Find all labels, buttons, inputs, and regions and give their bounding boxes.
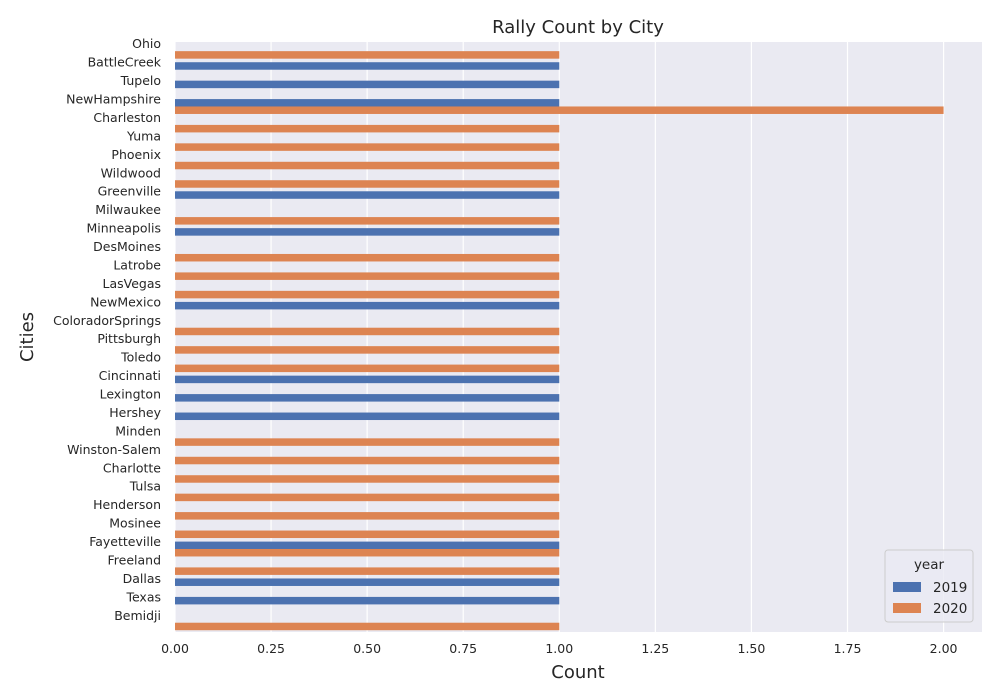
- y-tick-label: Pittsburgh: [97, 331, 161, 346]
- bar-2019: [175, 228, 560, 236]
- y-tick-label: Henderson: [93, 497, 161, 512]
- bar-2020: [175, 530, 560, 539]
- x-tick-label: 0.50: [353, 641, 381, 656]
- bar-2019: [175, 62, 560, 70]
- bar-2019: [175, 394, 560, 402]
- bar-2020: [175, 124, 560, 133]
- legend-title: year: [914, 557, 945, 573]
- bar-2019: [175, 596, 560, 605]
- y-tick-label: Minden: [115, 423, 161, 438]
- bar-2020: [175, 143, 560, 151]
- bar-2019: [175, 301, 560, 310]
- bar-2020: [175, 567, 560, 575]
- x-tick-label: 1.50: [738, 641, 766, 656]
- y-tick-label: Bemidji: [114, 608, 161, 623]
- bar-2019: [175, 412, 560, 421]
- y-tick-label: Tulsa: [129, 479, 161, 494]
- bar-2020: [175, 290, 560, 299]
- y-tick-label: Dallas: [123, 571, 161, 586]
- bar-2020: [175, 622, 560, 631]
- x-tick-label: 1.25: [641, 641, 669, 656]
- y-tick-label: ColoradorSprings: [53, 313, 161, 328]
- y-tick-label: NewHampshire: [66, 92, 161, 107]
- y-tick-label: Charleston: [93, 110, 161, 125]
- bar-2020: [175, 327, 560, 336]
- y-tick-label: Toledo: [120, 350, 161, 365]
- bar-2019: [175, 541, 560, 550]
- bar-2020: [175, 51, 560, 59]
- x-axis-title: Count: [551, 662, 604, 683]
- y-tick-label: Ohio: [132, 36, 161, 51]
- y-tick-label: Milwaukee: [95, 202, 161, 217]
- legend-label-2019: 2019: [933, 580, 967, 596]
- bar-2020: [175, 512, 560, 520]
- x-tick-label: 1.00: [545, 641, 573, 656]
- y-tick-label: Fayetteville: [89, 534, 161, 549]
- y-tick-label: Cincinnati: [99, 368, 161, 383]
- legend-swatch-2020: [893, 603, 921, 613]
- y-tick-label: Latrobe: [113, 257, 161, 272]
- y-tick-label: Minneapolis: [87, 221, 162, 236]
- y-tick-label: DesMoines: [93, 239, 161, 254]
- bar-2019: [175, 99, 560, 107]
- y-tick-label: Greenville: [98, 184, 162, 199]
- y-tick-label: Tupelo: [120, 73, 161, 88]
- y-tick-label: LasVegas: [102, 276, 161, 291]
- y-tick-label: NewMexico: [90, 294, 161, 309]
- bar-2020: [175, 106, 944, 114]
- bar-2020: [175, 364, 560, 373]
- x-tick-label: 0.00: [161, 641, 189, 656]
- bar-2019: [175, 578, 560, 586]
- y-tick-label: Phoenix: [111, 147, 161, 162]
- bar-2020: [175, 217, 560, 225]
- x-tick-label: 0.25: [257, 641, 285, 656]
- bar-2019: [175, 191, 560, 199]
- bar-2020: [175, 475, 560, 483]
- x-tick-label: 2.00: [930, 641, 958, 656]
- bar-2020: [175, 253, 560, 262]
- y-tick-label: Hershey: [109, 405, 161, 420]
- legend-swatch-2019: [893, 582, 921, 592]
- x-tick-label: 1.75: [834, 641, 862, 656]
- bar-2020: [175, 346, 560, 354]
- y-tick-label: Freeland: [107, 552, 161, 567]
- x-tick-label: 0.75: [449, 641, 477, 656]
- bar-2020: [175, 493, 560, 502]
- bar-2020: [175, 161, 560, 170]
- y-axis-title: Cities: [17, 312, 38, 362]
- y-tick-label: Yuma: [126, 128, 161, 143]
- chart-title: Rally Count by City: [492, 17, 664, 38]
- legend-label-2020: 2020: [933, 601, 967, 617]
- y-tick-label: Wildwood: [101, 165, 161, 180]
- legend: year 2019 2020: [884, 549, 974, 623]
- bar-2019: [175, 375, 560, 384]
- y-tick-label: Winston-Salem: [67, 442, 161, 457]
- bar-2020: [175, 456, 560, 465]
- bar-2020: [175, 548, 560, 557]
- y-tick-label: Mosinee: [109, 516, 161, 531]
- y-tick-label: Lexington: [100, 387, 161, 402]
- bar-2020: [175, 438, 560, 446]
- y-tick-label: BattleCreek: [88, 55, 162, 70]
- y-tick-label: Texas: [125, 589, 161, 604]
- bar-2020: [175, 180, 560, 188]
- bar-2019: [175, 80, 560, 89]
- bar-2020: [175, 272, 560, 280]
- y-tick-label: Charlotte: [103, 460, 161, 475]
